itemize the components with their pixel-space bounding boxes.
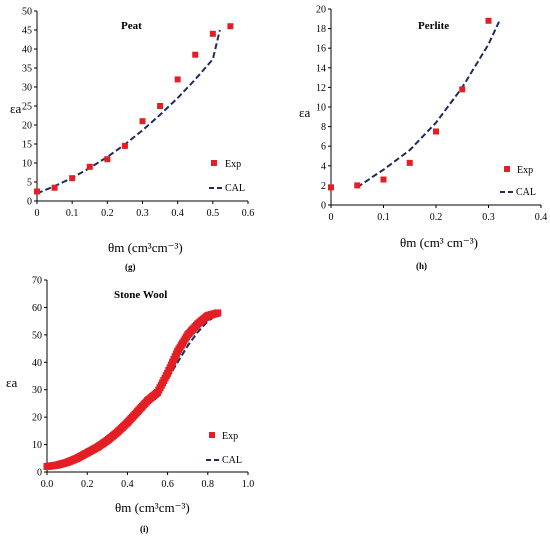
stonewool-ytick-label: 10 xyxy=(32,440,42,451)
stonewool-xtick-label: 1.0 xyxy=(242,479,255,490)
peat-exp-point xyxy=(192,51,199,58)
stonewool-ytick-label: 40 xyxy=(32,358,42,369)
peat-ytick-label: 10 xyxy=(22,159,32,170)
perlite-ytick-label: 8 xyxy=(321,122,326,133)
peat-xlabel: θm (cm³cm⁻³) xyxy=(108,240,183,255)
perlite-legend-exp: Exp xyxy=(517,165,533,176)
stonewool-title: Stone Wool xyxy=(114,289,167,301)
peat-ytick-label: 45 xyxy=(22,26,32,37)
peat-xtick-label: 0.6 xyxy=(242,208,255,219)
peat-exp-point xyxy=(121,142,128,149)
peat-exp-point xyxy=(51,184,58,191)
peat-xtick-label: 0.2 xyxy=(101,208,114,219)
stonewool-legend-cal: CAL xyxy=(222,455,242,466)
stonewool-legend: Exp CAL xyxy=(206,431,242,466)
perlite-legend-cal: CAL xyxy=(516,187,536,198)
perlite-exp-point xyxy=(433,128,439,135)
peat-xtick-label: 0 xyxy=(35,208,40,219)
peat-legend-exp: Exp xyxy=(225,159,241,170)
perlite-ytick-label: 6 xyxy=(321,142,326,153)
perlite-title: Perlite xyxy=(418,20,449,32)
perlite-ytick-label: 0 xyxy=(321,201,326,212)
perlite-panel-label: (h) xyxy=(416,261,427,271)
peat-ytick-label: 20 xyxy=(22,121,32,132)
perlite-xlabel: θm (cm³ cm⁻³) xyxy=(400,235,478,250)
peat-exp-point xyxy=(69,175,76,182)
stonewool-ytick-label: 0 xyxy=(37,468,42,479)
perlite-ytick-label: 14 xyxy=(316,63,326,74)
peat-xtick-label: 0.4 xyxy=(171,208,184,219)
peat-exp-point xyxy=(174,76,181,83)
perlite-ytick-label: 10 xyxy=(316,103,326,114)
stonewool-ytick-label: 20 xyxy=(32,413,42,424)
perlite-exp-point xyxy=(328,184,334,191)
peat-exp-point xyxy=(139,118,146,125)
peat-ytick-label: 30 xyxy=(22,83,32,94)
perlite-exp-point xyxy=(459,86,466,93)
stonewool-legend-exp: Exp xyxy=(222,431,238,442)
stonewool-exp-point xyxy=(214,309,222,317)
perlite-chart: 0 2 4 6 8 10 12 14 16 18 20 0 0.1 0.2 0.3 0.4 Perlite ε… xyxy=(299,5,547,272)
peat-xtick-label: 0.3 xyxy=(136,208,149,219)
perlite-xtick-label: 0 xyxy=(329,212,334,223)
perlite-xtick-label: 0.3 xyxy=(482,212,495,223)
stonewool-ytick-label: 70 xyxy=(32,276,42,287)
perlite-legend-exp-marker xyxy=(504,166,510,172)
peat-panel-label: (g) xyxy=(125,262,136,272)
stonewool-xlabel: θm (cm³cm⁻³) xyxy=(115,500,190,515)
peat-ytick-label: 15 xyxy=(22,140,32,151)
peat-exp-point xyxy=(209,30,216,37)
perlite-exp-point xyxy=(406,159,413,166)
stonewool-legend-exp-marker xyxy=(209,432,215,438)
stonewool-ylabel: εa xyxy=(6,375,17,390)
peat-cal-line xyxy=(36,29,221,195)
perlite-cal-line xyxy=(356,21,500,189)
peat-exp-point xyxy=(157,103,164,109)
stonewool-xtick-label: 0.8 xyxy=(202,479,215,490)
perlite-ytick-label: 12 xyxy=(316,83,326,94)
stonewool-xtick-label: 0.6 xyxy=(161,479,174,490)
perlite-ytick-label: 2 xyxy=(321,181,326,192)
perlite-legend: Exp CAL xyxy=(500,165,536,198)
stonewool-ytick-label: 50 xyxy=(32,330,42,341)
perlite-ytick-label: 16 xyxy=(316,44,326,55)
peat-xtick-label: 0.1 xyxy=(66,208,79,219)
peat-exp-point xyxy=(104,156,111,163)
peat-ytick-label: 25 xyxy=(22,102,32,113)
peat-exp-point xyxy=(227,23,234,30)
perlite-ytick-label: 4 xyxy=(321,161,326,172)
peat-legend-cal: CAL xyxy=(225,183,245,194)
peat-legend-exp-marker xyxy=(211,160,217,166)
peat-xtick-label: 0.5 xyxy=(207,208,220,219)
perlite-exp-point xyxy=(380,176,387,183)
perlite-ytick-label: 20 xyxy=(316,5,326,16)
stonewool-ytick-label: 30 xyxy=(32,385,42,396)
perlite-exp-point xyxy=(354,182,361,189)
peat-ylabel: εa xyxy=(10,101,21,116)
perlite-xtick-label: 0.2 xyxy=(430,212,443,223)
stonewool-xtick-label: 0.4 xyxy=(121,479,134,490)
perlite-xtick-label: 0.4 xyxy=(535,212,548,223)
stonewool-ytick-label: 60 xyxy=(32,303,42,314)
peat-ytick-label: 40 xyxy=(22,45,32,56)
peat-ytick-label: 0 xyxy=(27,197,32,208)
peat-exp-point xyxy=(34,188,40,195)
perlite-ytick-label: 18 xyxy=(316,24,326,35)
stonewool-chart: 0 10 20 30 40 50 60 70 0.0 0.2 0.4 0.6 0.8 1.0 Stone … xyxy=(6,276,254,535)
stonewool-xtick-label: 0.0 xyxy=(41,479,54,490)
peat-exp-point xyxy=(86,163,93,170)
stonewool-cal-line xyxy=(46,313,219,468)
peat-title: Peat xyxy=(121,20,142,32)
stonewool-panel-label: (i) xyxy=(140,524,149,534)
peat-ytick-label: 5 xyxy=(27,178,32,189)
peat-legend: Exp CAL xyxy=(209,159,245,194)
peat-ytick-label: 50 xyxy=(22,7,32,18)
perlite-exp-point xyxy=(485,17,492,24)
perlite-ylabel: εa xyxy=(299,105,310,120)
peat-ytick-label: 35 xyxy=(22,64,32,75)
perlite-xtick-label: 0.1 xyxy=(377,212,390,223)
stonewool-xtick-label: 0.2 xyxy=(81,479,94,490)
